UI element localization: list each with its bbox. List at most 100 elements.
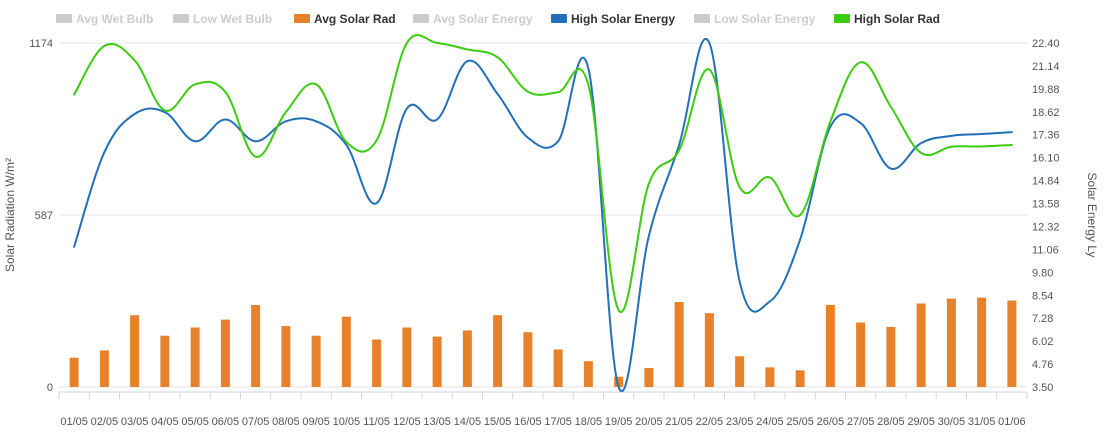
legend-swatch[interactable] — [694, 14, 710, 23]
bar-avg-solar-rad[interactable] — [916, 303, 926, 387]
y-right-tick-label: 18.62 — [1032, 107, 1060, 119]
x-tick-label: 01/05 — [60, 416, 88, 428]
x-tick-label: 04/05 — [151, 416, 179, 428]
bar-avg-solar-rad[interactable] — [553, 349, 563, 387]
y-right-tick-label: 11.06 — [1032, 244, 1059, 256]
legend-item-label[interactable]: Low Wet Bulb — [193, 12, 272, 26]
x-tick-label: 17/05 — [544, 416, 572, 428]
y-right-tick-label: 9.80 — [1032, 267, 1053, 279]
bar-avg-solar-rad[interactable] — [825, 304, 835, 387]
x-tick-label: 25/05 — [786, 416, 814, 428]
legend-item-label[interactable]: Avg Wet Bulb — [76, 12, 153, 26]
x-tick-label: 14/05 — [454, 416, 482, 428]
bar-avg-solar-rad[interactable] — [795, 370, 805, 387]
y-left-axis-title: Solar Radiation W/m² — [3, 158, 17, 272]
bar-avg-solar-rad[interactable] — [704, 313, 714, 387]
x-tick-label: 10/05 — [333, 416, 361, 428]
bar-avg-solar-rad[interactable] — [1007, 300, 1017, 387]
y-right-tick-label: 7.28 — [1032, 313, 1053, 325]
bar-avg-solar-rad[interactable] — [644, 367, 654, 387]
x-tick-label: 11/05 — [363, 416, 390, 428]
x-tick-label: 29/05 — [907, 416, 935, 428]
legend-swatch[interactable] — [173, 14, 189, 23]
legend-swatch[interactable] — [56, 14, 72, 23]
bar-avg-solar-rad[interactable] — [614, 376, 624, 387]
x-tick-label: 16/05 — [514, 416, 542, 428]
bar-avg-solar-rad[interactable] — [402, 327, 412, 387]
bar-avg-solar-rad[interactable] — [432, 336, 442, 387]
legend-swatch[interactable] — [834, 14, 850, 23]
bar-avg-solar-rad[interactable] — [190, 327, 200, 387]
x-tick-label: 15/05 — [484, 416, 512, 428]
x-tick-label: 20/05 — [635, 416, 663, 428]
x-tick-label: 27/05 — [847, 416, 875, 428]
x-tick-label: 09/05 — [302, 416, 330, 428]
x-tick-label: 26/05 — [817, 416, 845, 428]
legend-swatch[interactable] — [294, 14, 310, 23]
y-right-tick-label: 22.40 — [1032, 38, 1060, 50]
x-tick-label: 02/05 — [91, 416, 119, 428]
bar-avg-solar-rad[interactable] — [735, 356, 745, 387]
bar-avg-solar-rad[interactable] — [220, 319, 230, 387]
bar-avg-solar-rad[interactable] — [674, 302, 684, 387]
bar-avg-solar-rad[interactable] — [69, 357, 79, 387]
legend-swatch[interactable] — [551, 14, 567, 23]
bar-avg-solar-rad[interactable] — [493, 315, 503, 387]
bar-avg-solar-rad[interactable] — [372, 339, 382, 387]
y-right-tick-label: 3.50 — [1032, 382, 1053, 394]
bar-avg-solar-rad[interactable] — [886, 326, 896, 387]
bar-avg-solar-rad[interactable] — [130, 315, 140, 387]
legend-item-label[interactable]: Avg Solar Rad — [314, 12, 396, 26]
y-right-tick-label: 17.36 — [1032, 130, 1060, 142]
bar-avg-solar-rad[interactable] — [311, 335, 321, 387]
bar-avg-solar-rad[interactable] — [341, 316, 351, 387]
y-right-tick-label: 4.76 — [1032, 359, 1053, 371]
bar-avg-solar-rad[interactable] — [946, 298, 956, 387]
bar-avg-solar-rad[interactable] — [251, 304, 261, 387]
bar-avg-solar-rad[interactable] — [281, 326, 291, 387]
y-right-axis-title: Solar Energy Ly — [1085, 173, 1099, 258]
x-tick-label: 28/05 — [877, 416, 905, 428]
y-right-tick-label: 16.10 — [1032, 153, 1060, 165]
y-left-tick-label: 587 — [35, 210, 53, 222]
bar-avg-solar-rad[interactable] — [160, 335, 170, 387]
x-tick-label: 31/05 — [968, 416, 996, 428]
bar-avg-solar-rad[interactable] — [583, 361, 593, 387]
y-right-tick-label: 21.14 — [1032, 61, 1060, 73]
x-tick-label: 19/05 — [605, 416, 633, 428]
line-high-solar-energy[interactable] — [73, 38, 1013, 392]
x-tick-label: 06/05 — [212, 416, 240, 428]
y-left-tick-label: 1174 — [29, 38, 53, 50]
y-right-tick-label: 8.54 — [1032, 290, 1053, 302]
x-tick-label: 03/05 — [121, 416, 149, 428]
x-tick-label: 01/06 — [998, 416, 1026, 428]
bar-avg-solar-rad[interactable] — [99, 350, 109, 387]
y-right-tick-label: 13.58 — [1032, 199, 1060, 211]
bar-avg-solar-rad[interactable] — [856, 322, 866, 387]
legend-item-label[interactable]: Low Solar Energy — [714, 12, 816, 26]
y-right-tick-label: 14.84 — [1032, 176, 1060, 188]
bar-avg-solar-rad[interactable] — [462, 330, 472, 387]
y-right-tick-label: 19.88 — [1032, 84, 1060, 96]
x-tick-label: 13/05 — [423, 416, 451, 428]
legend-item-label[interactable]: Avg Solar Energy — [433, 12, 533, 26]
x-tick-label: 08/05 — [272, 416, 300, 428]
x-tick-label: 23/05 — [726, 416, 754, 428]
line-high-solar-rad[interactable] — [73, 34, 1013, 314]
x-tick-label: 07/05 — [242, 416, 270, 428]
bar-avg-solar-rad[interactable] — [523, 332, 533, 387]
y-right-tick-label: 6.02 — [1032, 336, 1053, 348]
x-tick-label: 24/05 — [756, 416, 784, 428]
bar-avg-solar-rad[interactable] — [765, 367, 775, 387]
legend-item-label[interactable]: High Solar Energy — [571, 12, 675, 26]
y-left-tick-label: 0 — [47, 382, 53, 394]
x-tick-label: 12/05 — [393, 416, 421, 428]
legend-item-label[interactable]: High Solar Rad — [854, 12, 940, 26]
x-tick-label: 30/05 — [938, 416, 966, 428]
legend-swatch[interactable] — [413, 14, 429, 23]
x-tick-label: 18/05 — [575, 416, 603, 428]
x-tick-label: 22/05 — [696, 416, 724, 428]
bar-avg-solar-rad[interactable] — [977, 297, 987, 387]
